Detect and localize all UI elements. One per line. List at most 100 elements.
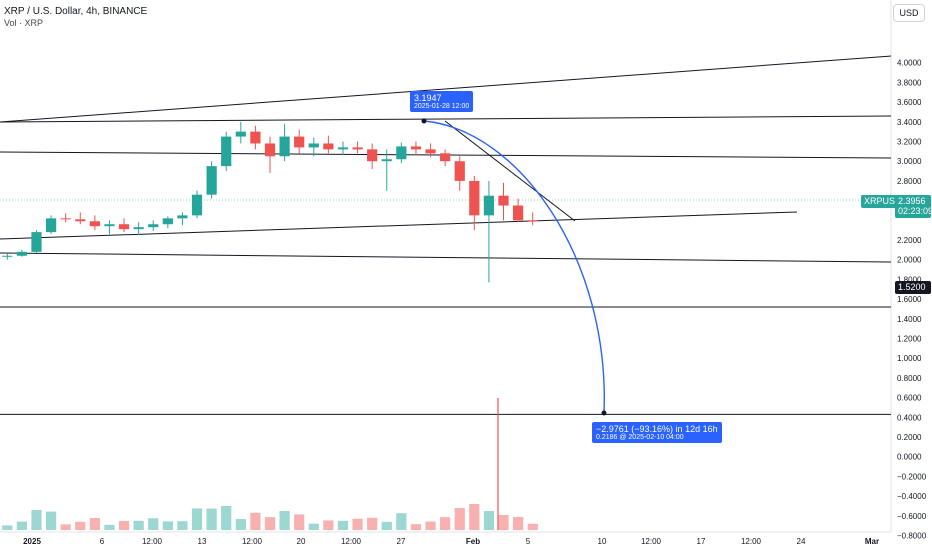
volume-bar	[498, 515, 509, 530]
candle-body	[381, 159, 392, 162]
candle-body	[16, 251, 27, 256]
volume-bar	[440, 517, 451, 530]
y-tick-label: −0.8000	[897, 532, 927, 541]
candle-body	[133, 227, 144, 230]
y-tick-label: 4.0000	[897, 59, 922, 68]
symbol-tag: XRPUSD	[861, 195, 905, 208]
volume-bar	[264, 517, 276, 530]
candle-body	[89, 221, 100, 227]
x-tick-label: 27	[397, 537, 406, 546]
x-tick-label: Mar	[865, 537, 879, 546]
volume-bar	[410, 524, 422, 530]
candle-body	[440, 153, 451, 162]
candle-body	[279, 136, 290, 157]
y-tick-label: −0.2000	[897, 472, 927, 481]
candle-body	[425, 149, 436, 154]
candle-body	[454, 161, 465, 181]
candle-body	[264, 143, 276, 157]
volume-bar	[89, 518, 100, 530]
volume-bar	[235, 519, 246, 530]
volume-bar	[162, 521, 173, 530]
projection-text: −2.9761 (−93.16%) in 12d 16h	[596, 424, 718, 434]
currency-button[interactable]: USD	[893, 4, 925, 22]
volume-bar	[16, 521, 27, 530]
x-tick-label: 10	[598, 537, 607, 546]
x-tick-label: 6	[100, 537, 105, 546]
x-tick-label: 20	[297, 537, 306, 546]
candle-body	[31, 232, 42, 252]
candle-body	[396, 146, 407, 160]
candle-body	[162, 218, 173, 225]
volume-bar	[2, 525, 13, 530]
candle-body	[367, 149, 378, 162]
y-tick-label: 3.2000	[897, 138, 922, 147]
volume-bar	[148, 518, 159, 530]
x-tick-label: Feb	[466, 537, 480, 546]
volume-bar	[221, 506, 232, 530]
candle-body	[513, 205, 524, 221]
volume-bar	[367, 517, 378, 530]
candle-body	[250, 131, 261, 144]
candle-body	[177, 215, 188, 219]
y-tick-label: −0.6000	[897, 512, 927, 521]
volume-bar	[294, 514, 305, 530]
x-tick-label: 13	[198, 537, 207, 546]
projection-curve	[423, 120, 605, 414]
y-tick-label: 0.6000	[897, 394, 922, 403]
trendline	[0, 252, 892, 263]
volume-bar	[31, 510, 42, 530]
volume-bar	[118, 521, 130, 530]
candle-body	[206, 166, 217, 195]
volume-bar	[352, 518, 363, 530]
x-tick-label: 12:00	[242, 537, 263, 546]
volume-label: Vol · XRP	[4, 18, 44, 28]
y-tick-label: 1.2000	[897, 335, 922, 344]
volume-bar	[133, 520, 144, 530]
projection-annotation: −2.9761 (−93.16%) in 12d 16h 0.2186 @ 20…	[592, 422, 722, 443]
chart-title: XRP / U.S. Dollar, 4h, BINANCE	[4, 6, 148, 17]
candle-body	[469, 180, 480, 216]
volume-bar	[250, 512, 261, 530]
x-tick-label: 12:00	[341, 537, 362, 546]
x-tick-label: 24	[797, 537, 806, 546]
candle-body	[75, 219, 86, 222]
volume-bar	[60, 524, 71, 530]
candle-body	[323, 143, 334, 150]
y-tick-label: 3.8000	[897, 78, 922, 87]
volume-spike	[497, 398, 499, 530]
countdown-tag: 02:23:09	[895, 205, 932, 218]
volume-bar	[337, 520, 349, 530]
level-tag: 1.5200	[895, 281, 931, 294]
candle-body	[118, 224, 130, 230]
volume-bar	[454, 508, 465, 530]
x-tick-label: 12:00	[142, 537, 163, 546]
y-tick-label: 3.6000	[897, 98, 922, 107]
x-tick-label: 2025	[23, 537, 41, 546]
volume-bar	[308, 523, 319, 530]
volume-bar	[469, 504, 480, 530]
y-tick-label: 2.0000	[897, 256, 922, 265]
x-tick-label: 17	[697, 537, 706, 546]
y-tick-label: −0.4000	[897, 492, 927, 501]
candle-body	[2, 255, 13, 257]
volume-bar	[323, 520, 334, 530]
candle-body	[148, 224, 159, 228]
peak-price: 3.1947	[414, 93, 442, 103]
y-tick-label: 2.8000	[897, 177, 922, 186]
y-tick-label: 3.4000	[897, 118, 922, 127]
candle-body	[60, 218, 71, 220]
candle-body	[235, 131, 246, 137]
candle-body	[294, 136, 305, 148]
candle-body	[527, 220, 538, 222]
volume-bar	[396, 513, 407, 530]
trendline	[0, 115, 892, 123]
volume-bar	[513, 517, 524, 530]
volume-bar	[75, 521, 86, 530]
volume-bar	[45, 511, 57, 530]
candle-body	[352, 147, 363, 150]
trendline	[444, 120, 576, 222]
y-tick-label: 2.2000	[897, 236, 922, 245]
volume-bar	[206, 508, 217, 530]
y-tick-label: 1.4000	[897, 315, 922, 324]
